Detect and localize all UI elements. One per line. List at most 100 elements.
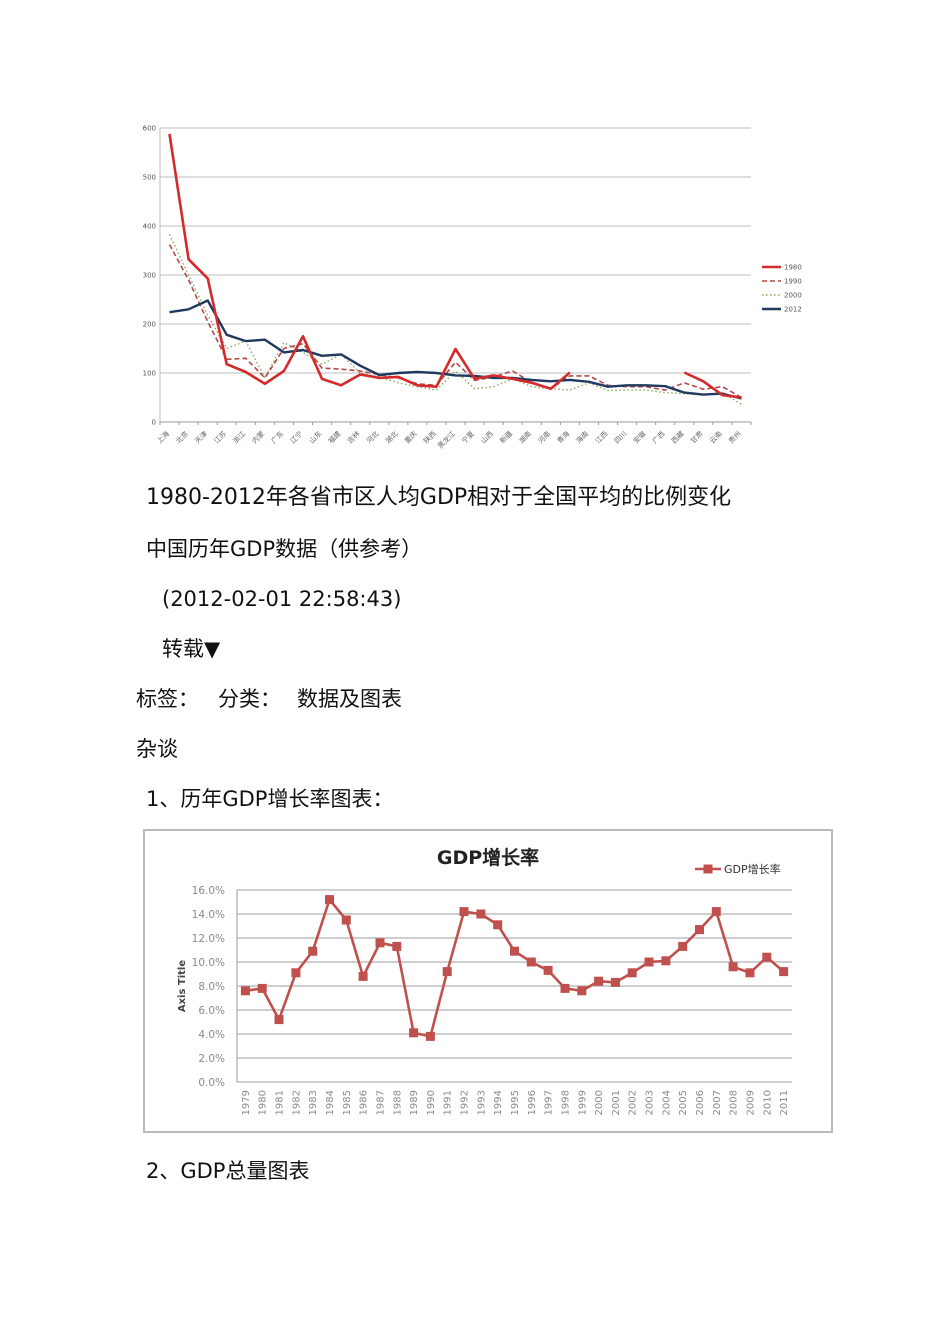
data-point-marker [375,938,385,948]
x-tick-label: 2001 [611,1090,622,1115]
data-point-marker [745,968,755,978]
data-point-marker [325,895,334,905]
x-tick-label: 1987 [375,1090,386,1115]
x-tick-label: 1980 [258,1090,269,1115]
series-line-1980 [168,133,571,391]
gdp-growth-chart: GDP增长率 0.0% 2.0% 4.0% 6.0% 8.0% 10.0% 12.0% 14.0… [143,829,833,1133]
x-tick-label: 陕西 [422,429,438,445]
y-tick-label: 16.0% [192,885,225,897]
data-point-marker [711,907,721,917]
series-line-2012 [169,299,742,400]
data-point-marker [257,983,267,993]
x-tick-label: 2005 [678,1090,689,1115]
section-heading-growth: 1、历年GDP增长率图表： [146,787,394,811]
x-tick-label: 2010 [762,1090,773,1115]
category-link[interactable]: 数据及图表 [297,687,402,711]
repost-link[interactable]: 转载▼ [162,637,221,661]
x-tick-label: 广西 [650,429,666,445]
x-tick-label: 2004 [661,1090,672,1115]
y-tick-label: 600 [143,125,156,133]
x-tick-label: 青海 [555,429,571,445]
data-point-marker [779,967,789,977]
x-tick-label: 2008 [729,1090,740,1115]
tag-link-misc[interactable]: 杂谈 [136,737,178,761]
chart-title: GDP增长率 [437,846,539,869]
x-tick-label: 1995 [510,1090,521,1115]
data-point-marker [493,920,503,930]
x-tick-label: 1994 [493,1090,504,1115]
article-timestamp: (2012-02-01 22:58:43) [162,587,402,611]
x-tick-label: 1996 [527,1090,538,1115]
y-tick-label: 400 [143,223,156,231]
x-tick-label: 安徽 [631,429,647,445]
data-point-marker [409,1028,419,1038]
data-point-marker [678,941,688,951]
x-tick-label: 2006 [695,1090,706,1115]
x-tick-label: 河北 [365,430,381,446]
y-tick-label: 10.0% [192,957,225,969]
x-tick-label: 西藏 [669,429,685,445]
x-tick-label: 2011 [779,1090,790,1115]
section-heading-total: 2、GDP总量图表 [146,1159,310,1183]
data-point-marker [644,957,654,967]
y-axis-title: Axis Title [177,960,188,1013]
x-tick-label: 1992 [460,1090,471,1115]
x-tick-label: 宁夏 [460,429,476,445]
x-tick-label: 2007 [712,1090,723,1115]
x-tick-label: 贵州 [727,429,743,445]
tags-label: 标签： [136,687,199,711]
data-point-marker [308,946,318,956]
y-tick-label: 14.0% [192,909,225,921]
data-point-marker [610,977,620,987]
x-tick-label: 江西 [594,430,610,446]
y-tick-label: 12.0% [192,933,225,945]
series-line-1980 [683,371,742,399]
x-tick-label: 1991 [443,1090,454,1115]
x-tick-label: 江苏 [212,429,228,445]
data-point-marker [627,968,637,978]
x-tick-label: 山东 [307,429,323,445]
x-tick-label: 2002 [628,1090,639,1115]
legend-label-1990: 1990 [784,278,802,286]
category-label: 分类： [218,687,281,711]
x-tick-label: 内蒙 [250,429,266,445]
x-tick-label: 1989 [409,1090,420,1115]
x-tick-label: 广东 [269,429,285,445]
x-tick-label: 上海 [155,429,171,445]
data-point-marker [762,952,772,962]
data-point-marker [728,962,738,972]
data-point-marker [560,983,570,993]
data-point-marker [476,909,486,919]
legend-label-1980: 1980 [784,264,802,272]
x-tick-label: 北京 [174,429,190,445]
data-point-marker [442,967,452,977]
x-tick-label: 2003 [645,1090,656,1115]
provincial-gdp-ratio-chart: 0 100 200 300 400 500 600 上海 北京 天津 江苏 浙江 内蒙 广东 辽宁 山东 福建吉… [140,118,820,458]
y-tick-label: 6.0% [198,1005,225,1017]
data-point-marker [425,1031,435,1041]
x-tick-label: 1988 [392,1090,403,1115]
data-point-marker [661,956,671,966]
data-point-marker [526,957,536,967]
y-tick-label: 300 [143,272,156,280]
data-point-marker [341,915,351,925]
x-tick-label: 黑龙江 [436,429,457,450]
x-tick-label: 1984 [325,1090,336,1115]
y-tick-label: 0.0% [198,1077,225,1089]
data-point-marker [510,946,519,956]
x-tick-label: 湖南 [517,429,533,445]
x-tick-label: 云南 [708,429,724,445]
x-tick-label: 新疆 [498,429,514,445]
legend-label: GDP增长率 [724,862,781,876]
data-point-marker [594,976,604,986]
data-point-marker [459,907,469,917]
data-point-marker [392,941,402,951]
series-line-gdp-growth [245,898,785,1038]
x-tick-label: 山西 [479,429,495,445]
legend-marker [703,864,713,874]
x-tick-label: 辽宁 [288,429,304,445]
legend-label-2000: 2000 [784,292,802,300]
x-tick-label: 1990 [426,1090,437,1115]
data-point-marker [291,968,301,978]
y-tick-label: 100 [143,370,156,378]
